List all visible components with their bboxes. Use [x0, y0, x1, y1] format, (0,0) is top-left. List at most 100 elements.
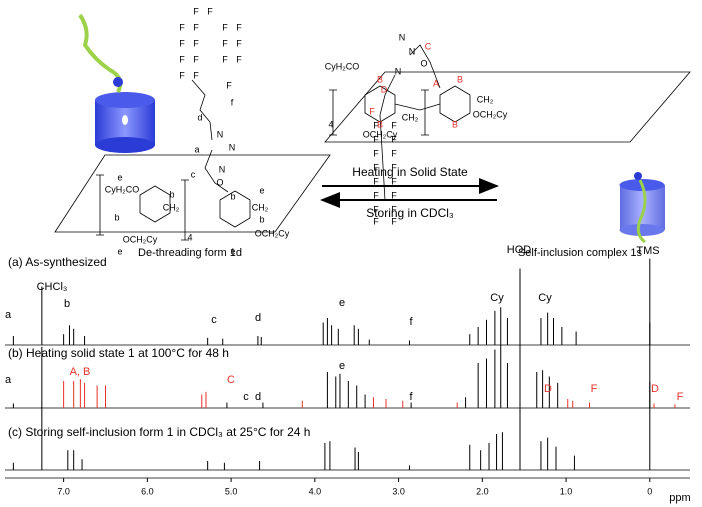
structure-label: b [114, 212, 119, 222]
peak-label: A, B [70, 366, 91, 378]
structure-label: F [391, 190, 397, 200]
peak-label: f [409, 316, 413, 328]
structure-label: F [236, 22, 242, 32]
structure-label: b [259, 214, 264, 224]
structure-label: F [373, 190, 379, 200]
peak-label: Cy [538, 292, 552, 304]
structure-label: F [373, 162, 379, 172]
structure-label: e [117, 172, 122, 182]
structure-label: F [236, 54, 242, 64]
structure-label: C [425, 41, 432, 51]
structure-label: B [377, 119, 383, 129]
structure-label: N [219, 164, 226, 174]
structure-label: N [217, 129, 224, 139]
structure-label: F [373, 204, 379, 214]
x-tick-label: 7.0 [57, 486, 70, 496]
x-tick-label: 0 [647, 486, 652, 496]
structure-label: OCH₂Cy [363, 129, 398, 139]
host-left [78, 13, 155, 153]
peak-label: c [211, 314, 217, 326]
structure-label: F [391, 162, 397, 172]
structure-label: F [373, 134, 379, 144]
structure-label: N [409, 46, 416, 56]
structure-label: d [197, 112, 202, 122]
plane-left [54, 154, 331, 233]
structure-label: F [373, 120, 379, 130]
structure-label: CH₂ [252, 202, 269, 212]
peak-label: F [677, 391, 684, 403]
x-tick-label: 3.0 [392, 486, 405, 496]
x-tick-label: 5.0 [225, 486, 238, 496]
structure-label: F [193, 6, 199, 16]
structure-label: F [207, 6, 213, 16]
peak-label: F [591, 383, 598, 395]
structure-label: 4 [187, 232, 192, 242]
structures [54, 44, 691, 241]
spectrum-label: (c) Storing self-inclusion form 1 in CDC… [8, 425, 310, 439]
x-axis-title: ppm [669, 492, 690, 504]
structure-label: B [452, 119, 458, 129]
structure-label: B [457, 74, 463, 84]
structure-label: F [222, 54, 228, 64]
bracket [96, 174, 189, 241]
ring [364, 85, 396, 123]
structure-label: CH₂ [402, 112, 419, 122]
structure-label: F [373, 216, 379, 226]
structure-label: c [191, 169, 196, 179]
peak-label: a [5, 374, 12, 386]
structure-label: e [230, 246, 235, 256]
ring [139, 185, 171, 223]
cylinder-base [619, 224, 665, 236]
x-tick-label: 4.0 [309, 486, 322, 496]
structure-label: OCH₂Cy [473, 109, 508, 119]
structure-label: 4 [328, 119, 333, 129]
peak-label: C [227, 374, 235, 386]
chain [394, 103, 441, 111]
peak-label: a [5, 309, 12, 321]
structure-label: F [193, 70, 199, 80]
structure-label: F [179, 70, 185, 80]
structure-label: F [391, 216, 397, 226]
cylinder-top [95, 92, 155, 108]
structure-label: A [433, 78, 439, 88]
structure-label: OCH₂Cy [123, 234, 158, 244]
structure-label: F [222, 22, 228, 32]
structure-label: e [117, 246, 122, 256]
structure-label: OCH₂Cy [255, 228, 290, 238]
chain [191, 79, 213, 141]
peak-label: b [64, 298, 70, 310]
arrow-label: Storing in CDCl₃ [366, 206, 454, 220]
plane-right [324, 71, 691, 143]
guest-chain [636, 179, 647, 244]
structure-label: CyH₂CO [105, 184, 140, 194]
structure-label: F [391, 204, 397, 214]
caption: De-threading form 1d [138, 247, 242, 259]
structure-label: F [236, 38, 242, 48]
cavity [122, 115, 128, 125]
peak-label: d [255, 391, 261, 403]
structure-label: CH₂ [477, 94, 494, 104]
structure-label: CH₂ [163, 202, 180, 212]
peak-label: f [409, 391, 413, 403]
ring [439, 85, 471, 123]
peak-label: TMS [636, 245, 659, 257]
structure-label: B [377, 74, 383, 84]
structure-label: F [373, 148, 379, 158]
triazole [634, 172, 642, 180]
structure-label: F [193, 22, 199, 32]
structure-label: F [226, 80, 232, 90]
structure-label: O [216, 177, 223, 187]
structure-label: a [194, 144, 199, 154]
structure-label: F [391, 134, 397, 144]
ring [219, 190, 251, 228]
structure-label: F [193, 54, 199, 64]
structure-label: F [193, 38, 199, 48]
structure-label: N [399, 32, 406, 42]
cylinder-base [95, 137, 155, 153]
structure-label: F [391, 120, 397, 130]
host-right [619, 172, 665, 244]
chain [379, 74, 396, 201]
x-tick-label: 1.0 [560, 486, 573, 496]
structure-label: CyH₂CO [325, 61, 360, 71]
